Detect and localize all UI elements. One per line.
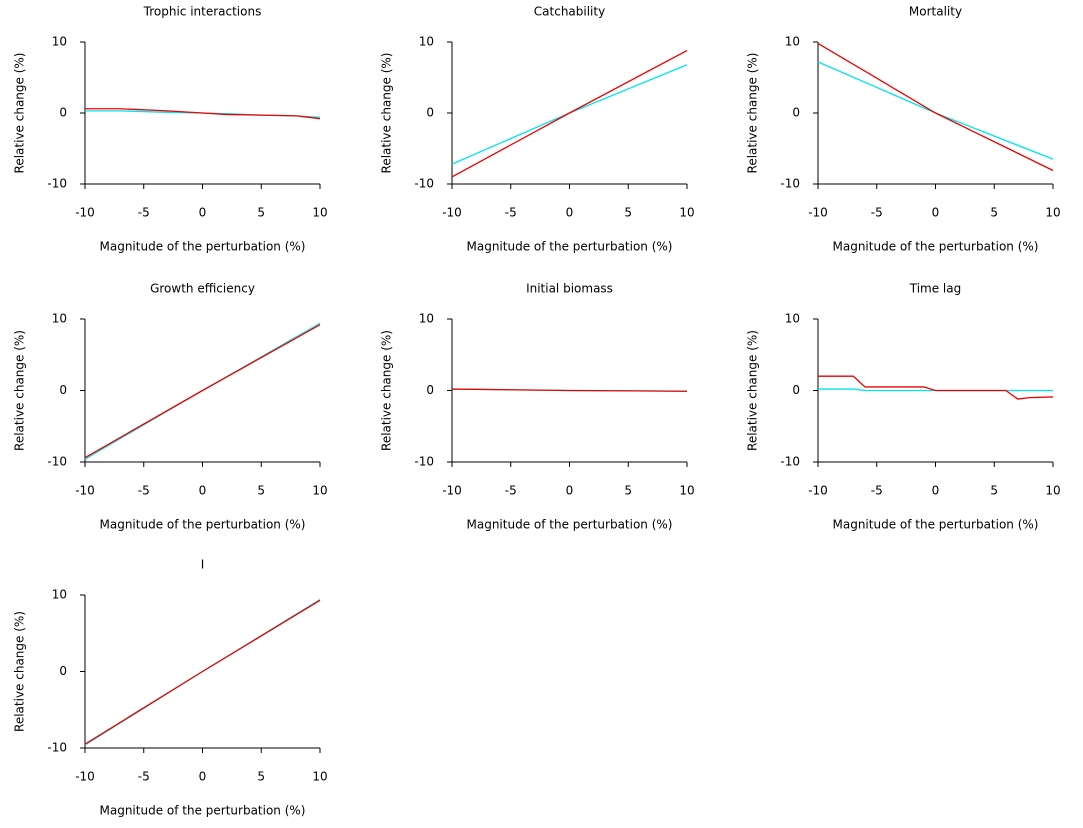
y-tick-label: -10 [47, 177, 67, 191]
x-axis-label: Magnitude of the perturbation (%) [100, 804, 306, 818]
y-tick-label: 0 [59, 664, 67, 678]
y-tick-label: 0 [426, 106, 434, 120]
x-tick-label: 10 [679, 206, 694, 220]
line [451, 64, 688, 165]
line [818, 375, 1054, 400]
x-tick-label: 5 [624, 484, 632, 498]
y-axis-label: Relative change (%) [13, 330, 27, 451]
x-axis-label: Magnitude of the perturbation (%) [833, 240, 1039, 254]
x-tick-label: -5 [505, 484, 517, 498]
line [85, 110, 321, 118]
x-tick-label: -5 [138, 484, 150, 498]
x-tick-label: 10 [679, 484, 694, 498]
line [817, 42, 1054, 172]
x-tick-label: -5 [505, 206, 517, 220]
x-tick-label: -10 [75, 206, 95, 220]
y-axis-label: Relative change (%) [13, 53, 27, 174]
y-tick-label: -10 [47, 455, 67, 469]
y-axis-label: Relative change (%) [746, 53, 760, 174]
y-tick-label: -10 [47, 741, 67, 755]
x-tick-label: 5 [990, 206, 998, 220]
x-tick-label: 10 [1045, 206, 1060, 220]
y-tick-label: 0 [792, 106, 800, 120]
x-tick-label: -10 [75, 770, 95, 784]
chart-title: Mortality [909, 5, 962, 19]
line [817, 61, 1054, 160]
x-tick-label: 0 [932, 206, 940, 220]
y-tick-label: 10 [52, 35, 67, 49]
x-tick-label: 0 [199, 770, 207, 784]
chart-title: Initial biomass [526, 282, 613, 296]
y-axis-label: Relative change (%) [380, 53, 394, 174]
x-tick-label: 0 [199, 206, 207, 220]
line [84, 599, 321, 745]
y-tick-label: 0 [59, 106, 67, 120]
x-tick-label: 0 [566, 484, 574, 498]
y-tick-label: 10 [52, 312, 67, 326]
x-axis-label: Magnitude of the perturbation (%) [467, 240, 673, 254]
line [84, 324, 321, 459]
y-axis-label: Relative change (%) [13, 611, 27, 732]
y-axis-label: Relative change (%) [380, 330, 394, 451]
x-tick-label: 10 [312, 484, 327, 498]
x-tick-label: 5 [257, 770, 265, 784]
x-tick-label: -10 [442, 484, 462, 498]
x-tick-label: 5 [624, 206, 632, 220]
x-tick-label: 10 [1045, 484, 1060, 498]
x-axis-label: Magnitude of the perturbation (%) [833, 518, 1039, 532]
y-tick-label: 0 [426, 383, 434, 397]
line [451, 388, 688, 392]
x-tick-label: 0 [566, 206, 574, 220]
x-tick-label: -5 [871, 206, 883, 220]
y-tick-label: 10 [785, 35, 800, 49]
y-tick-label: -10 [414, 177, 434, 191]
x-axis-label: Magnitude of the perturbation (%) [100, 518, 306, 532]
x-tick-label: -10 [75, 484, 95, 498]
y-tick-label: -10 [414, 455, 434, 469]
x-tick-label: -5 [138, 206, 150, 220]
x-tick-label: -5 [871, 484, 883, 498]
chart-title: Growth efficiency [150, 282, 255, 296]
x-axis-label: Magnitude of the perturbation (%) [467, 518, 673, 532]
y-tick-label: 0 [792, 383, 800, 397]
x-tick-label: -10 [808, 484, 828, 498]
chart-title: Time lag [909, 282, 962, 296]
chart-title: Catchability [534, 5, 605, 19]
y-axis-label: Relative change (%) [746, 330, 760, 451]
line [85, 108, 321, 120]
x-tick-label: 10 [312, 770, 327, 784]
x-tick-label: 5 [990, 484, 998, 498]
y-tick-label: -10 [780, 177, 800, 191]
chart-title: I [201, 558, 205, 572]
y-tick-label: 10 [785, 312, 800, 326]
x-tick-label: 0 [932, 484, 940, 498]
y-tick-label: 10 [52, 588, 67, 602]
x-axis-label: Magnitude of the perturbation (%) [100, 240, 306, 254]
y-tick-label: 0 [59, 383, 67, 397]
x-tick-label: 5 [257, 206, 265, 220]
line [451, 49, 688, 178]
x-tick-label: -10 [808, 206, 828, 220]
chart-title: Trophic interactions [143, 5, 262, 19]
y-tick-label: 10 [419, 35, 434, 49]
x-tick-label: 5 [257, 484, 265, 498]
x-tick-label: -10 [442, 206, 462, 220]
x-tick-label: 0 [199, 484, 207, 498]
x-tick-label: 10 [312, 206, 327, 220]
x-tick-label: -5 [138, 770, 150, 784]
y-tick-label: -10 [780, 455, 800, 469]
y-tick-label: 10 [419, 312, 434, 326]
